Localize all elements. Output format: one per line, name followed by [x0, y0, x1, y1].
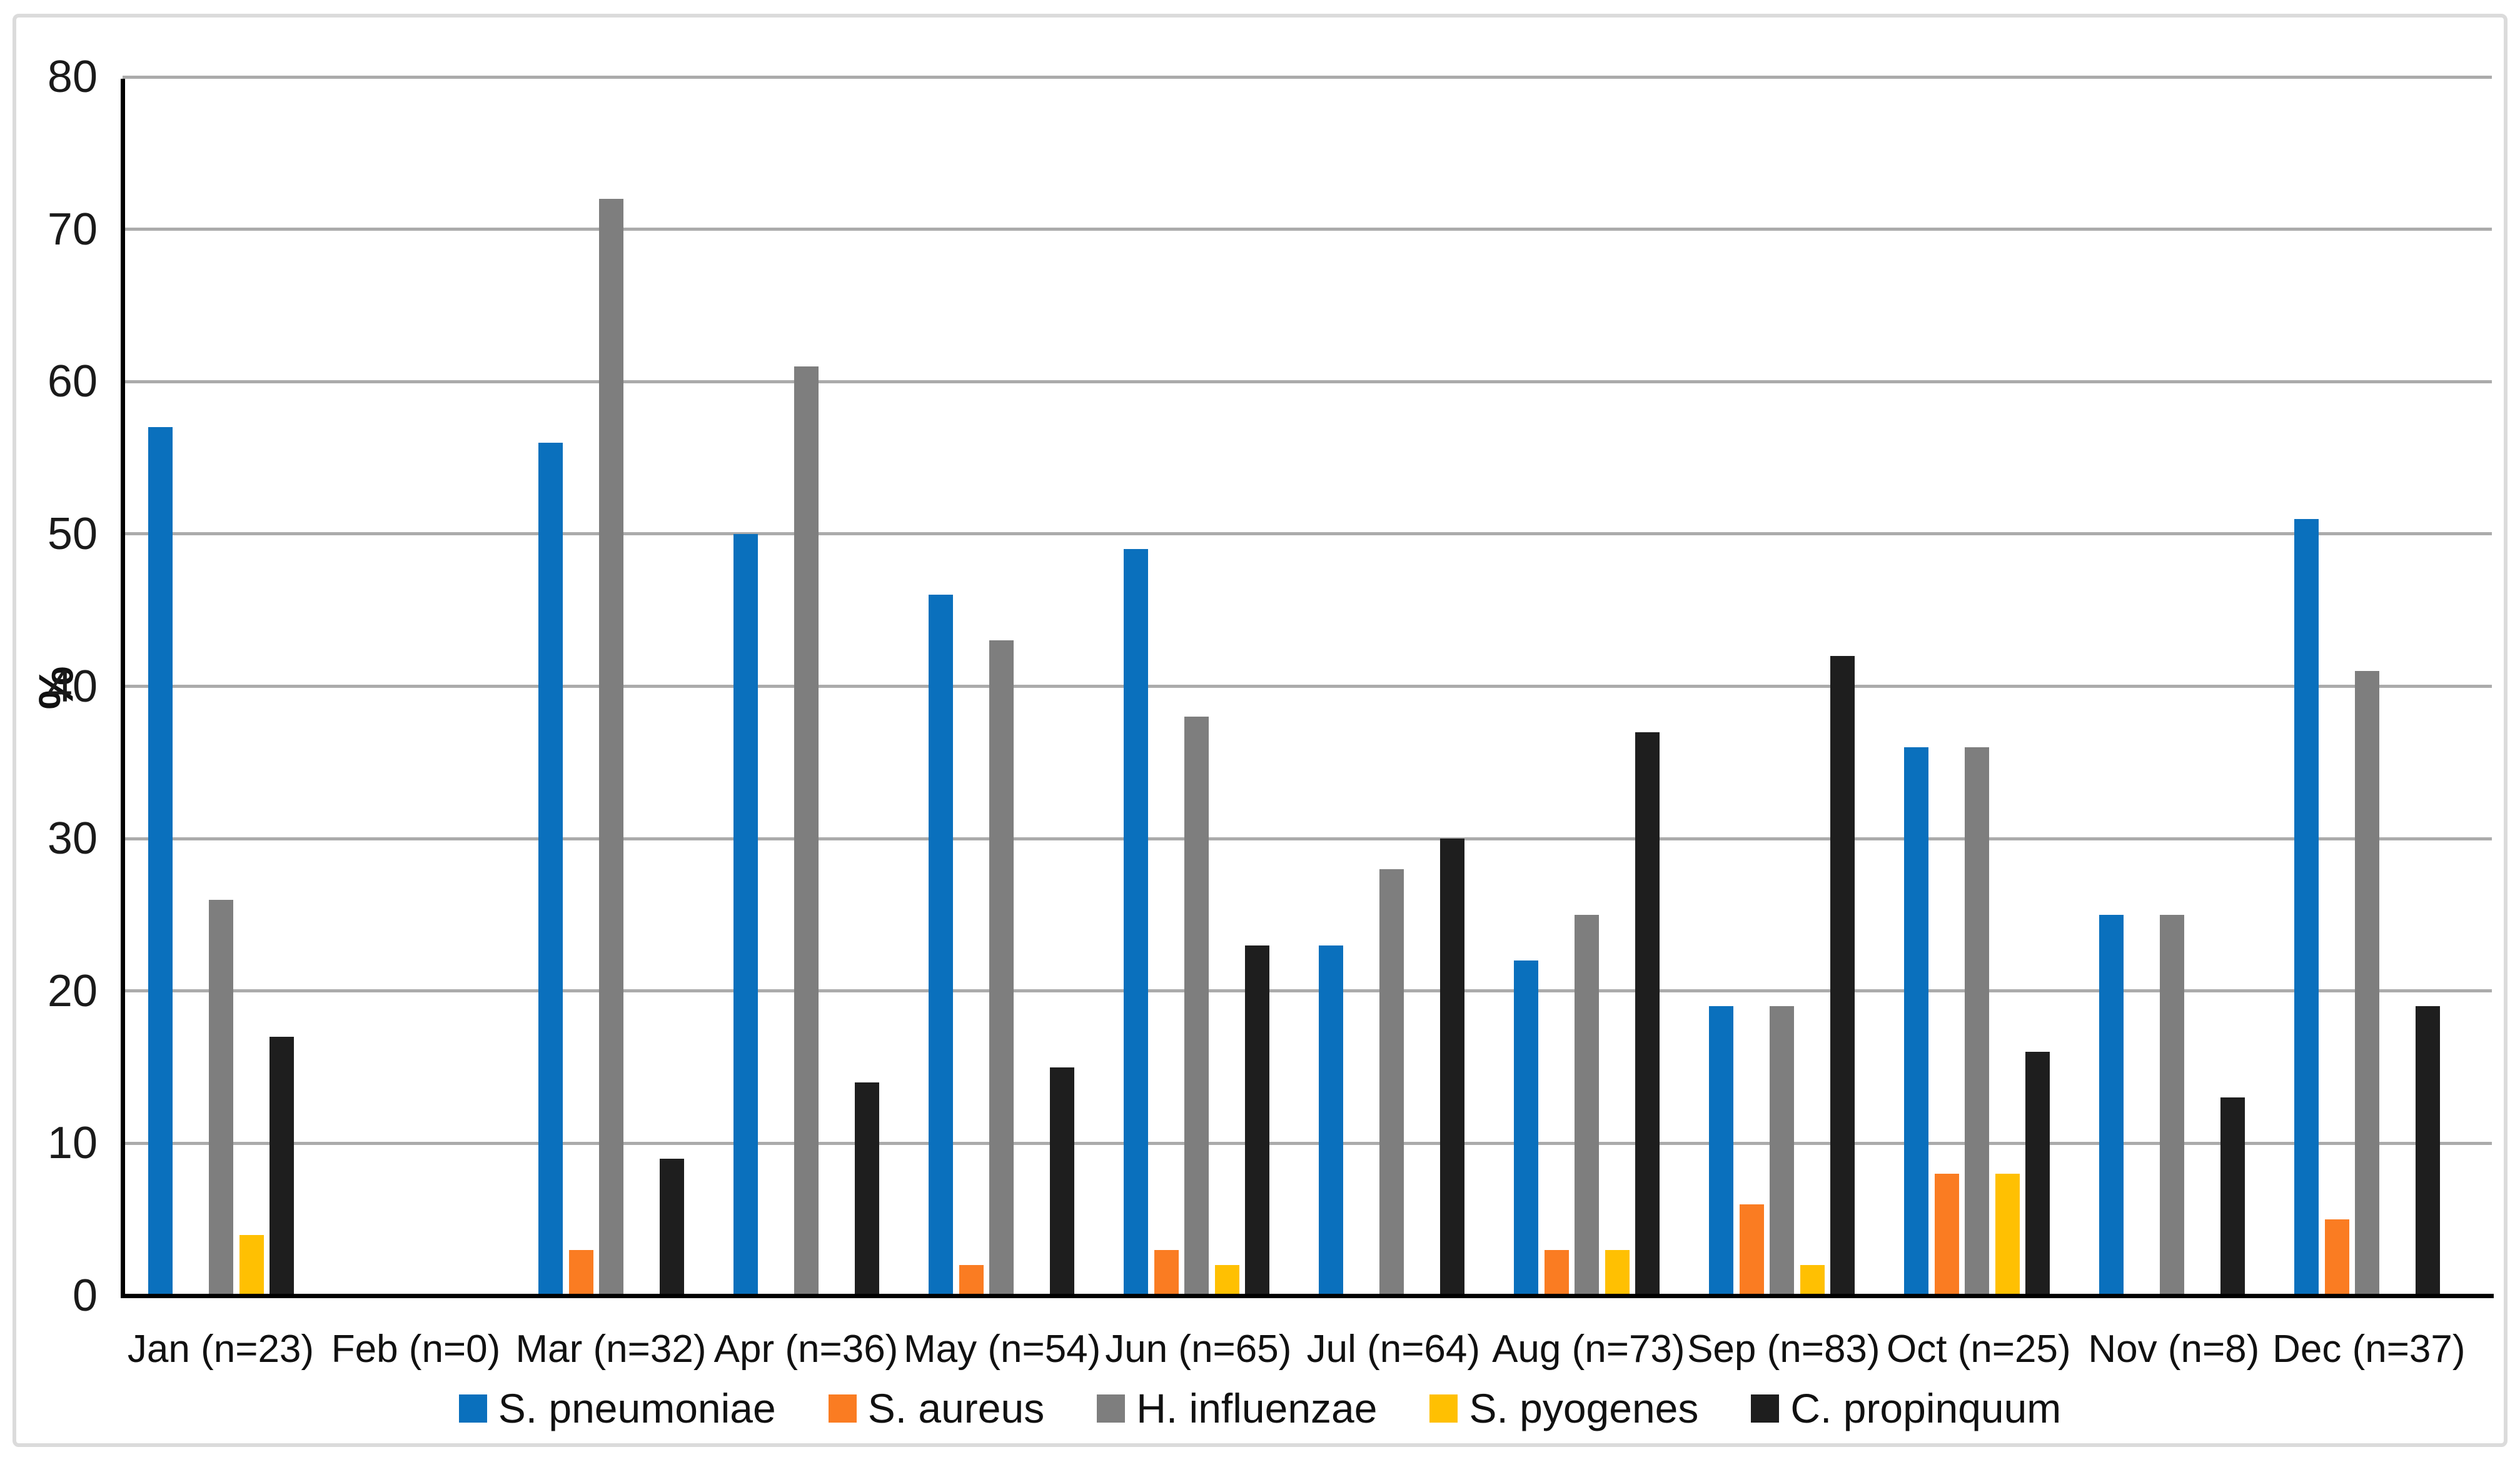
bar-c-propinquum-aug — [1635, 732, 1660, 1296]
bar-h-influenzae-dec — [2355, 671, 2379, 1296]
x-label-sep: Sep (n=83) — [1687, 1328, 1880, 1371]
bar-c-propinquum-apr — [855, 1082, 879, 1296]
legend-swatch-icon — [1097, 1394, 1126, 1423]
y-tick-label-30: 30 — [47, 814, 98, 864]
bar-h-influenzae-apr — [794, 366, 819, 1296]
bar-h-influenzae-may — [989, 640, 1014, 1296]
legend-label: C. propinquum — [1790, 1385, 2062, 1431]
x-label-dec: Dec (n=37) — [2272, 1328, 2466, 1371]
bar-c-propinquum-jul — [1440, 839, 1464, 1296]
y-axis-line — [121, 79, 125, 1298]
legend-swatch-icon — [828, 1394, 857, 1423]
gridline-30 — [123, 837, 2492, 840]
bar-c-propinquum-dec — [2416, 1006, 2440, 1296]
bar-s-aureus-mar — [569, 1250, 593, 1296]
x-label-apr: Apr (n=36) — [713, 1328, 899, 1371]
y-tick-label-80: 80 — [47, 52, 98, 102]
bar-c-propinquum-jun — [1245, 945, 1269, 1296]
legend-item-h-influenzae: H. influenzae — [1097, 1382, 1377, 1434]
y-tick-label-40: 40 — [47, 662, 98, 712]
x-label-aug: Aug (n=73) — [1492, 1328, 1685, 1371]
bar-s-pyogenes-sep — [1800, 1265, 1825, 1296]
bar-s-pneumoniae-may — [929, 595, 953, 1296]
legend-item-s-pyogenes: S. pyogenes — [1429, 1382, 1698, 1434]
gridline-70 — [123, 228, 2492, 231]
bar-h-influenzae-oct — [1965, 747, 1989, 1296]
gridline-10 — [123, 1142, 2492, 1145]
legend-item-c-propinquum: C. propinquum — [1751, 1382, 2061, 1434]
bar-s-pneumoniae-oct — [1904, 747, 1928, 1296]
legend: S. pneumoniae S. aureus H. influenzae S. py… — [0, 1382, 2520, 1434]
bar-s-pneumoniae-dec — [2294, 519, 2319, 1296]
bar-c-propinquum-sep — [1830, 656, 1855, 1296]
x-label-jun: Jun (n=65) — [1105, 1328, 1292, 1371]
gridline-40 — [123, 685, 2492, 688]
x-axis-line — [121, 1294, 2494, 1298]
legend-item-s-aureus: S. aureus — [828, 1382, 1045, 1434]
y-tick-label-10: 10 — [47, 1118, 98, 1168]
legend-item-s-pneumoniae: S. pneumoniae — [458, 1382, 776, 1434]
legend-label: S. aureus — [867, 1385, 1045, 1431]
bar-h-influenzae-jun — [1184, 717, 1209, 1296]
bar-s-aureus-sep — [1740, 1204, 1764, 1296]
bar-s-pneumoniae-mar — [538, 443, 563, 1296]
bar-c-propinquum-jan — [270, 1037, 294, 1296]
bar-s-pneumoniae-aug — [1514, 960, 1538, 1296]
x-axis-labels: Jan (n=23) Feb (n=0) Mar (n=32) Apr (n=36) M… — [123, 1328, 2466, 1371]
bar-s-aureus-oct — [1935, 1174, 1959, 1296]
bar-h-influenzae-sep — [1770, 1006, 1794, 1296]
bar-c-propinquum-oct — [2025, 1052, 2050, 1296]
y-tick-label-70: 70 — [47, 204, 98, 255]
bar-h-influenzae-jul — [1379, 869, 1404, 1296]
y-tick-label-20: 20 — [47, 966, 98, 1016]
legend-label: S. pyogenes — [1469, 1385, 1699, 1431]
y-tick-label-50: 50 — [47, 509, 98, 559]
legend-label: H. influenzae — [1136, 1385, 1378, 1431]
gridline-50 — [123, 532, 2492, 535]
bar-s-pneumoniae-jul — [1319, 945, 1343, 1296]
bar-s-pneumoniae-sep — [1709, 1006, 1733, 1296]
x-label-jan: Jan (n=23) — [127, 1328, 315, 1371]
x-label-may: May (n=54) — [904, 1328, 1101, 1371]
bar-s-pneumoniae-jan — [148, 427, 173, 1296]
bar-c-propinquum-may — [1050, 1067, 1074, 1296]
x-label-oct: Oct (n=25) — [1887, 1328, 2071, 1371]
x-label-feb: Feb (n=0) — [331, 1328, 501, 1371]
bar-s-pneumoniae-nov — [2099, 915, 2124, 1296]
bar-c-propinquum-mar — [660, 1159, 684, 1296]
bar-s-pyogenes-jun — [1215, 1265, 1239, 1296]
bar-c-propinquum-nov — [2220, 1097, 2245, 1296]
y-tick-label-0: 0 — [72, 1271, 98, 1321]
gridline-20 — [123, 989, 2492, 992]
bar-s-aureus-dec — [2325, 1219, 2349, 1296]
gridline-60 — [123, 380, 2492, 383]
legend-swatch-icon — [1751, 1394, 1780, 1423]
bar-s-pyogenes-jan — [239, 1235, 264, 1296]
bar-s-aureus-jun — [1154, 1250, 1179, 1296]
bar-h-influenzae-aug — [1575, 915, 1599, 1296]
bar-s-pneumoniae-apr — [733, 534, 758, 1296]
bar-h-influenzae-mar — [599, 199, 623, 1296]
y-tick-label-60: 60 — [47, 356, 98, 406]
legend-swatch-icon — [1429, 1394, 1458, 1423]
bar-s-pyogenes-aug — [1605, 1250, 1630, 1296]
bar-h-influenzae-nov — [2160, 915, 2184, 1296]
bar-s-aureus-may — [959, 1265, 984, 1296]
bar-s-aureus-aug — [1545, 1250, 1569, 1296]
x-label-jul: Jul (n=64) — [1306, 1328, 1481, 1371]
bar-s-pneumoniae-jun — [1124, 549, 1148, 1296]
legend-label: S. pneumoniae — [498, 1385, 776, 1431]
x-label-mar: Mar (n=32) — [515, 1328, 707, 1371]
legend-swatch-icon — [458, 1394, 487, 1423]
x-label-nov: Nov (n=8) — [2088, 1328, 2260, 1371]
gridline-80 — [123, 76, 2492, 79]
bar-s-pyogenes-oct — [1995, 1174, 2020, 1296]
bar-h-influenzae-jan — [209, 900, 233, 1296]
